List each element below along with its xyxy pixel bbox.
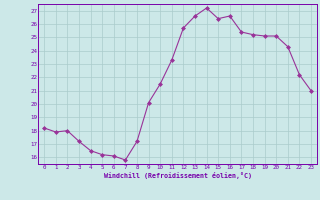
X-axis label: Windchill (Refroidissement éolien,°C): Windchill (Refroidissement éolien,°C) (104, 172, 252, 179)
